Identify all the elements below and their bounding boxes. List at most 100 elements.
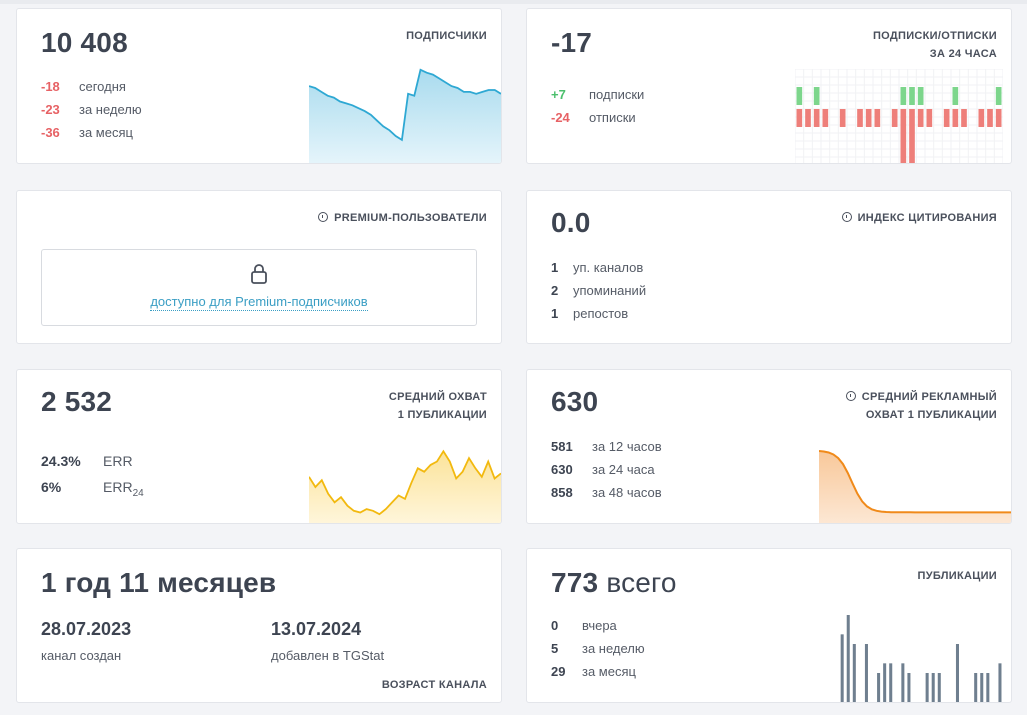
subs-unsubs-stats: +7 подписки -24 отписки xyxy=(551,83,644,129)
unsubs-bar xyxy=(865,109,872,127)
reach-value: 2 532 xyxy=(41,386,113,417)
stat-row: 1 репостов xyxy=(551,306,629,321)
subs-balance: -17 xyxy=(551,27,593,58)
subs-bar xyxy=(813,87,820,105)
stat-row: -36 за месяц xyxy=(41,125,133,140)
premium-access-link[interactable]: доступно для Premium-подписчиков xyxy=(150,294,368,311)
sparkline-line xyxy=(309,449,501,516)
lock-icon xyxy=(251,264,267,284)
premium-lock-box: доступно для Premium-подписчиков xyxy=(41,249,477,326)
help-icon[interactable] xyxy=(841,212,852,222)
posts-card[interactable]: 773 всего ПУБЛИКАЦИИ 0 вчера 5 за неделю 2… xyxy=(526,548,1012,703)
channel-age: 1 год 11 месяцев xyxy=(41,567,277,598)
stat-row: 0 вчера xyxy=(551,618,617,633)
channel-age-card[interactable]: 1 год 11 месяцев 28.07.2023 канал создан… xyxy=(16,548,502,703)
sparkline-area xyxy=(309,69,501,163)
posts-bar xyxy=(840,634,844,702)
unsubs-bar xyxy=(796,109,803,127)
stat-row: +7 подписки xyxy=(551,87,645,102)
added-label: добавлен в TGStat xyxy=(271,648,385,663)
reach-title: СРЕДНИЙ ОХВАТ 1 ПУБЛИКАЦИИ xyxy=(388,391,487,421)
posts-bar xyxy=(998,663,1002,702)
unsubs-bar xyxy=(839,109,846,127)
ad-reach-card[interactable]: 630 СРЕДНИЙ РЕКЛАМНЫЙ ОХВАТ 1 ПУБЛИКАЦИИ… xyxy=(526,369,1012,524)
channel-age-title: ВОЗРАСТ КАНАЛА xyxy=(381,679,487,691)
posts-bar xyxy=(846,615,850,702)
subs-bar xyxy=(917,87,924,105)
stat-row: 1 уп. каналов xyxy=(551,260,644,275)
subscribers-stats: -18 сегодня -23 за неделю -36 за месяц xyxy=(41,75,142,144)
subscribers-card[interactable]: 10 408 ПОДПИСЧИКИ -18 сегодня -23 за недел… xyxy=(16,8,502,164)
stat-row: 858 за 48 часов xyxy=(551,485,662,500)
err-stats: 24.3% ERR 6% ERR24 xyxy=(41,448,144,507)
err-row: 24.3% ERR xyxy=(41,453,133,469)
unsubs-bar xyxy=(909,109,915,163)
posts-title: ПУБЛИКАЦИИ xyxy=(917,570,997,582)
posts-bar-chart xyxy=(840,615,1002,702)
posts-bar xyxy=(925,673,929,702)
ad-reach-title: СРЕДНИЙ РЕКЛАМНЫЙ ОХВАТ 1 ПУБЛИКАЦИИ xyxy=(845,388,997,424)
stat-row: 630 за 24 часа xyxy=(551,462,655,477)
unsubs-bar xyxy=(952,109,959,127)
premium-card[interactable]: PREMIUM-ПОЛЬЗОВАТЕЛИ доступно для Premiu… xyxy=(16,190,502,344)
unsubs-bar xyxy=(813,109,820,127)
created-date: 28.07.2023 xyxy=(41,619,132,639)
posts-bar xyxy=(877,673,881,702)
posts-bar xyxy=(955,644,959,702)
posts-bar xyxy=(980,673,984,702)
reach-card[interactable]: 2 532 СРЕДНИЙ ОХВАТ 1 ПУБЛИКАЦИИ 24.3% ER… xyxy=(16,369,502,524)
posts-bar xyxy=(864,644,868,702)
unsubs-bar xyxy=(917,109,924,127)
unsubs-bar xyxy=(943,109,950,127)
subs-bar xyxy=(900,87,907,105)
unsubs-bar xyxy=(805,109,811,127)
subs-bar xyxy=(909,87,915,105)
subscribers-sparkline xyxy=(309,68,501,163)
unsubs-bar xyxy=(987,109,993,127)
unsubs-bar xyxy=(874,109,881,127)
hourly-subs-chart xyxy=(795,69,1003,163)
help-icon[interactable] xyxy=(318,212,329,222)
unsubs-bar xyxy=(926,109,933,127)
posts-bar xyxy=(986,673,990,702)
unsubs-bar xyxy=(961,109,967,127)
posts-total: 773 всего xyxy=(551,567,677,598)
created-label: канал создан xyxy=(41,648,122,663)
sparkline-area xyxy=(309,451,501,523)
sparkline-line xyxy=(309,68,501,142)
posts-bar xyxy=(852,644,856,702)
unsubs-bar xyxy=(978,109,985,127)
posts-bar xyxy=(931,673,935,702)
ad-reach-line xyxy=(819,450,1011,514)
posts-stats: 0 вчера 5 за неделю 29 за месяц xyxy=(551,614,645,683)
stat-row: -23 за неделю xyxy=(41,102,142,117)
err24-row: 6% ERR24 xyxy=(41,479,144,499)
citation-stats: 1 уп. каналов 2 упоминаний 1 репостов xyxy=(551,256,646,325)
premium-title: PREMIUM-ПОЛЬЗОВАТЕЛИ xyxy=(318,209,487,227)
citation-title: ИНДЕКС ЦИТИРОВАНИЯ xyxy=(841,209,997,227)
posts-bar xyxy=(901,663,905,702)
stat-row: 5 за неделю xyxy=(551,641,645,656)
stat-row: 29 за месяц xyxy=(551,664,636,679)
help-icon[interactable] xyxy=(845,391,856,401)
subs-bar xyxy=(952,87,959,105)
unsubs-bar xyxy=(900,109,907,163)
stat-row: -18 сегодня xyxy=(41,79,126,94)
subs-unsubs-card[interactable]: -17 ПОДПИСКИ/ОТПИСКИ ЗА 24 ЧАСА +7 подпис… xyxy=(526,8,1012,164)
reach-sparkline xyxy=(309,449,501,523)
subs-bar xyxy=(796,87,803,105)
posts-bar xyxy=(937,673,941,702)
ad-reach-stats: 581 за 12 часов 630 за 24 часа 858 за 48 ча… xyxy=(551,435,662,504)
ad-reach-value: 630 xyxy=(551,386,599,417)
unsubs-bar xyxy=(857,109,863,127)
top-divider xyxy=(0,0,1027,4)
unsubs-bar xyxy=(891,109,898,127)
ad-reach-curve xyxy=(819,450,1011,523)
stat-row: 2 упоминаний xyxy=(551,283,647,298)
citation-card[interactable]: 0.0 ИНДЕКС ЦИТИРОВАНИЯ 1 уп. каналов 2 упо… xyxy=(526,190,1012,344)
posts-bar xyxy=(907,673,911,702)
posts-bar xyxy=(974,673,978,702)
unsubs-bar xyxy=(822,109,829,127)
stat-row: -24 отписки xyxy=(551,110,636,125)
subscribers-count: 10 408 xyxy=(41,27,128,58)
